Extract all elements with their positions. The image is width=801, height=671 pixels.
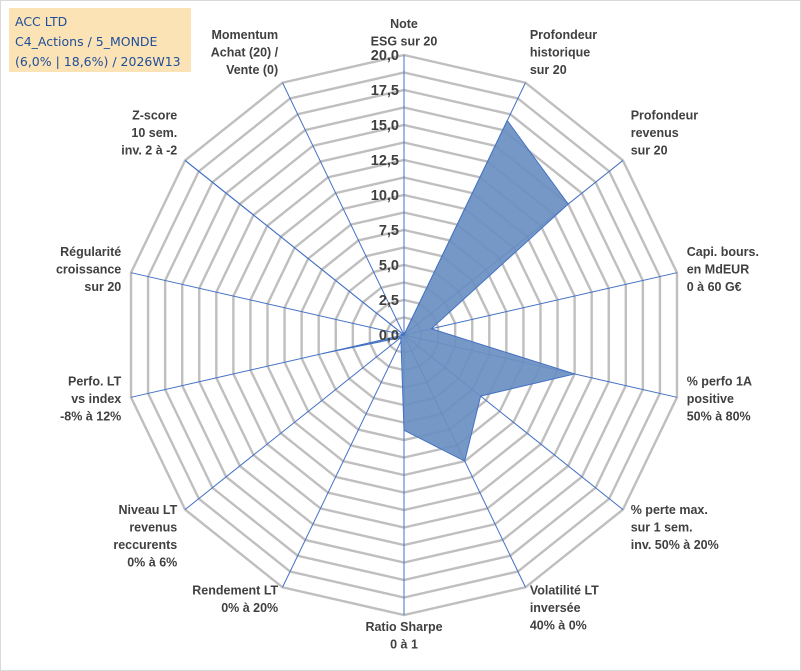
radar-axis-labels: Note ESG sur 20 Profondeur historique sur 20… [56,17,759,652]
axis-spoke [282,82,405,336]
tick-label: 10,0 [371,188,399,204]
axis-spoke [282,334,405,588]
axis-label: Rendement LT 0% à 20% [192,583,278,615]
tick-label: 17,5 [371,83,399,99]
axis-label: Z-score 10 sem. inv. 2 à -2 [121,109,177,158]
axis-label: % perfo 1A positive 50% à 80% [687,374,752,423]
axis-spoke [403,272,678,336]
tick-label: 12,5 [371,153,399,169]
axis-spoke [184,334,405,510]
axis-label: Volatilité LT inversée 40% à 0% [530,583,599,632]
axis-label: Momentum Achat (20) / Vente (0) [211,28,279,77]
title-line-2: C4_Actions / 5_MONDE [15,34,158,49]
axis-label: Capi. bours. en MdEUR 0 à 60 G€ [687,245,759,294]
chart-title-box: ACC LTD C4_Actions / 5_MONDE (6,0% | 18,… [9,8,191,72]
axis-label: Niveau LT revenus reccurents 0% à 6% [113,503,177,570]
axis-label: Régularité croissance sur 20 [56,245,121,294]
axis-label: Ratio Sharpe 0 à 1 [365,620,442,652]
tick-label: 2,5 [379,293,399,309]
tick-label: 15,0 [371,118,399,134]
tick-label: 20,0 [371,48,399,64]
tick-label: 0,0 [379,328,399,344]
tick-label: 5,0 [379,258,399,274]
radar-tick-labels: 0,0 2,5 5,0 7,5 10,0 12,5 15,0 17,5 20,0 [371,48,399,344]
axis-label: % perte max. sur 1 sem. inv. 50% à 20% [631,503,719,552]
series-area [184,119,577,462]
axis-label: Profondeur revenus sur 20 [631,109,698,158]
axis-spoke [130,272,405,336]
title-line-1: ACC LTD [15,14,68,29]
axis-label: Profondeur historique sur 20 [530,28,597,77]
title-line-3: (6,0% | 18,6%) / 2026W13 [15,54,181,69]
tick-label: 7,5 [379,223,399,239]
axis-label: Perfo. LT vs index -8% à 12% [60,374,122,423]
axis-label: Note ESG sur 20 [371,17,438,49]
radar-series [184,119,577,462]
